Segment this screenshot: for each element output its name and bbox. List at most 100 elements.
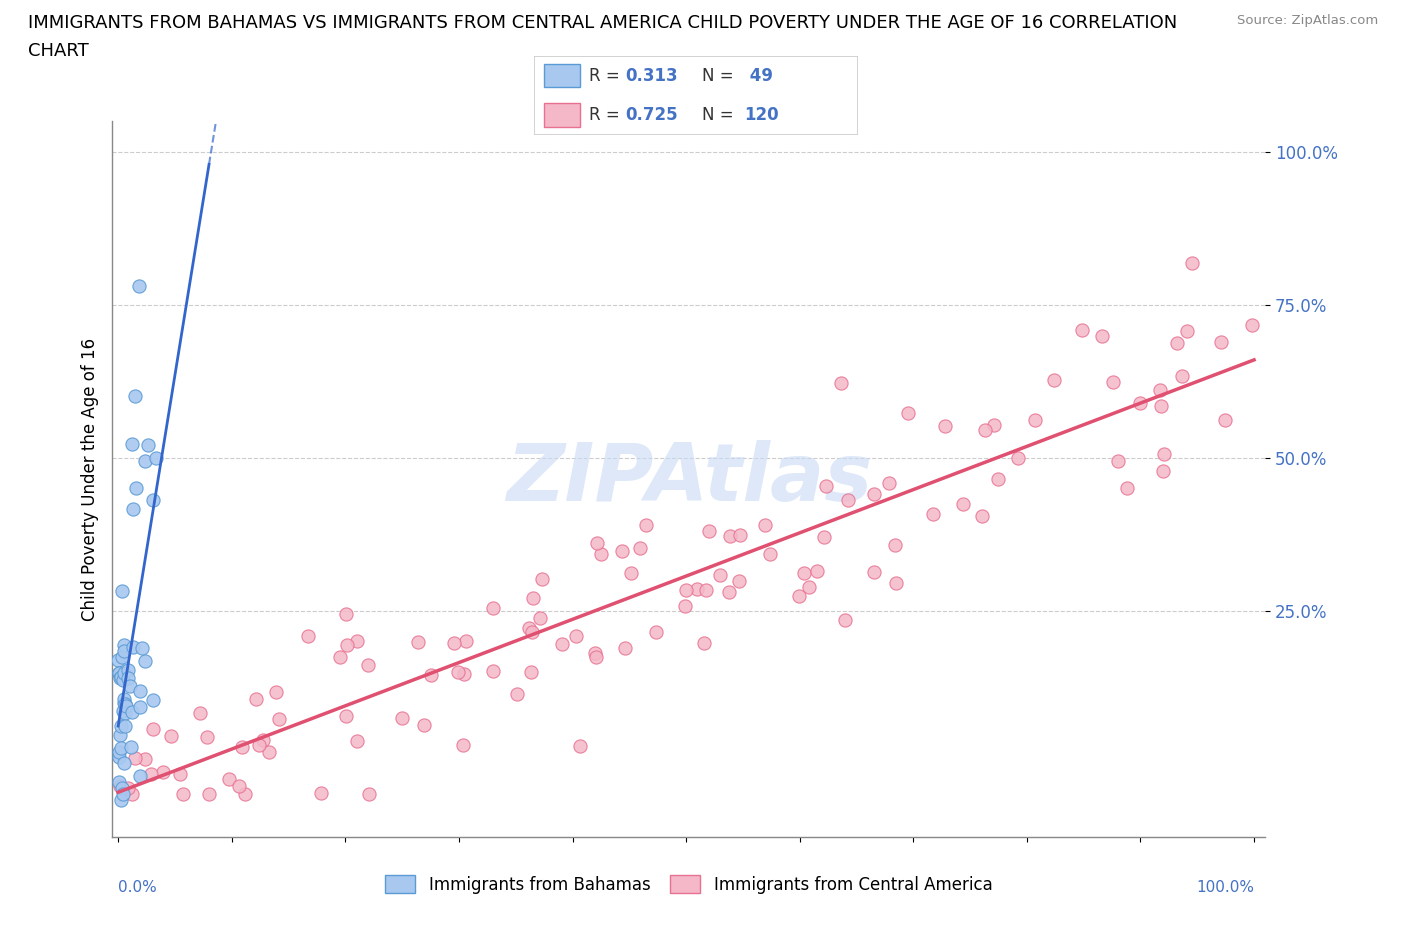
Point [297, 629, 319, 644]
Point [1129, 396, 1152, 411]
Point [1071, 323, 1094, 338]
Point [620, 566, 643, 581]
Point [172, 787, 194, 802]
Point [520, 625, 543, 640]
Point [114, 692, 136, 707]
Point [583, 646, 606, 661]
Point [520, 665, 543, 680]
Point [228, 778, 250, 793]
Point [506, 687, 529, 702]
Point [134, 454, 156, 469]
Point [142, 722, 165, 737]
Point [412, 717, 434, 732]
Point [108, 779, 131, 794]
Point [124, 751, 146, 765]
Point [877, 475, 900, 490]
Point [453, 667, 475, 682]
Point [114, 697, 136, 711]
Text: IMMIGRANTS FROM BAHAMAS VS IMMIGRANTS FROM CENTRAL AMERICA CHILD POVERTY UNDER T: IMMIGRANTS FROM BAHAMAS VS IMMIGRANTS FR… [28, 14, 1177, 32]
Point [884, 538, 907, 552]
Point [1181, 256, 1204, 271]
Point [188, 705, 211, 720]
Point [952, 497, 974, 512]
Point [922, 507, 945, 522]
Point [142, 692, 165, 707]
Point [717, 585, 740, 600]
Y-axis label: Child Poverty Under the Age of 16: Child Poverty Under the Age of 16 [80, 338, 98, 620]
Text: 100.0%: 100.0% [1197, 880, 1254, 895]
Text: R =: R = [589, 67, 626, 85]
Point [420, 668, 443, 683]
Point [110, 718, 132, 733]
Point [336, 637, 359, 652]
Point [121, 787, 143, 802]
Text: 0.0%: 0.0% [118, 880, 157, 895]
Point [481, 663, 503, 678]
Legend: Immigrants from Bahamas, Immigrants from Central America: Immigrants from Bahamas, Immigrants from… [378, 869, 1000, 900]
Text: ZIPAtlas: ZIPAtlas [506, 440, 872, 518]
FancyBboxPatch shape [534, 56, 858, 135]
Point [585, 649, 607, 664]
Point [454, 634, 477, 649]
Point [129, 684, 152, 698]
FancyBboxPatch shape [544, 103, 579, 127]
Point [550, 637, 572, 652]
Point [754, 517, 776, 532]
Point [673, 599, 696, 614]
Point [112, 644, 135, 658]
Point [112, 695, 135, 710]
Point [335, 709, 357, 724]
Point [112, 638, 135, 653]
Point [517, 620, 540, 635]
Point [443, 636, 465, 651]
Point [160, 728, 183, 743]
Point [114, 705, 136, 720]
Point [128, 768, 150, 783]
Point [693, 635, 716, 650]
Point [111, 780, 134, 795]
Point [1175, 324, 1198, 339]
Point [863, 565, 886, 579]
Point [197, 787, 219, 802]
Point [108, 665, 131, 680]
Point [218, 772, 240, 787]
Point [134, 653, 156, 668]
Point [530, 572, 553, 587]
Text: 49: 49 [745, 67, 773, 85]
Point [335, 606, 357, 621]
Point [110, 793, 132, 808]
Point [406, 635, 429, 650]
Text: R =: R = [589, 106, 626, 124]
Point [934, 418, 956, 433]
Point [134, 751, 156, 766]
Point [1152, 463, 1174, 478]
Point [110, 670, 132, 684]
Point [884, 576, 907, 591]
Point [897, 406, 920, 421]
Point [117, 662, 139, 677]
Point [357, 658, 380, 673]
Point [728, 527, 751, 542]
Point [107, 750, 129, 764]
Point [1150, 398, 1173, 413]
Point [793, 565, 815, 580]
Text: N =: N = [703, 106, 740, 124]
Point [111, 649, 134, 664]
Point [628, 541, 651, 556]
Point [329, 649, 352, 664]
Point [1149, 382, 1171, 397]
Point [169, 766, 191, 781]
Point [346, 634, 368, 649]
Point [1024, 413, 1046, 428]
Point [245, 691, 267, 706]
Point [112, 704, 135, 719]
Point [141, 766, 163, 781]
Point [118, 679, 141, 694]
Text: Source: ZipAtlas.com: Source: ZipAtlas.com [1237, 14, 1378, 27]
Point [112, 666, 135, 681]
Point [110, 727, 132, 742]
Text: 0.313: 0.313 [624, 67, 678, 85]
Point [121, 704, 143, 719]
Point [252, 733, 274, 748]
Point [645, 624, 668, 639]
